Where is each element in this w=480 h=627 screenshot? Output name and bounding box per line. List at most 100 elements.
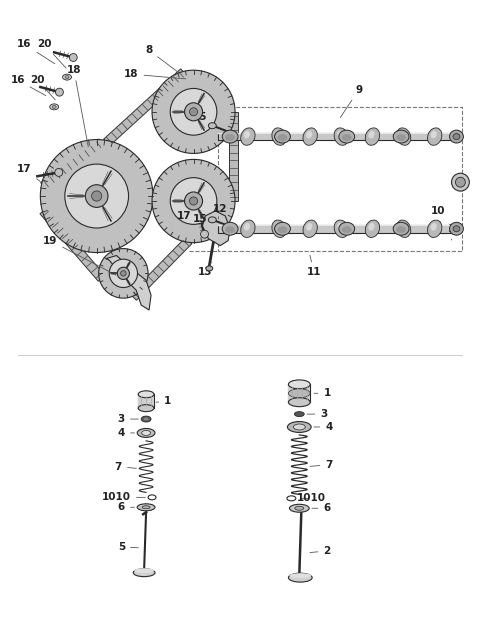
Ellipse shape [339, 223, 355, 235]
Text: 7: 7 [310, 460, 333, 470]
Ellipse shape [396, 128, 411, 145]
Text: 1: 1 [314, 388, 331, 398]
Ellipse shape [342, 226, 352, 233]
Text: 6: 6 [118, 502, 134, 512]
Ellipse shape [52, 105, 56, 108]
Ellipse shape [294, 411, 304, 416]
Bar [218, 225, 453, 233]
Polygon shape [104, 69, 187, 146]
Ellipse shape [396, 134, 406, 141]
Ellipse shape [306, 223, 312, 231]
Bar [218, 107, 462, 251]
Polygon shape [130, 238, 192, 300]
Text: 10: 10 [431, 206, 445, 226]
Ellipse shape [50, 104, 59, 110]
Text: 1010: 1010 [102, 492, 145, 502]
Polygon shape [228, 112, 238, 201]
Text: 9: 9 [340, 85, 362, 117]
Polygon shape [40, 208, 105, 282]
Ellipse shape [334, 220, 348, 238]
Circle shape [69, 53, 77, 61]
Ellipse shape [142, 506, 150, 508]
Ellipse shape [393, 130, 409, 143]
Circle shape [152, 70, 235, 154]
Text: 18: 18 [124, 69, 186, 79]
Ellipse shape [453, 134, 460, 140]
Text: 16: 16 [17, 40, 55, 64]
Circle shape [170, 88, 217, 135]
Ellipse shape [339, 130, 355, 143]
Ellipse shape [241, 128, 255, 145]
Ellipse shape [288, 389, 310, 398]
Ellipse shape [138, 404, 154, 411]
Ellipse shape [275, 131, 281, 139]
Ellipse shape [138, 391, 154, 398]
Ellipse shape [208, 217, 216, 223]
Ellipse shape [275, 223, 281, 231]
Circle shape [184, 103, 203, 121]
Ellipse shape [428, 220, 442, 238]
Ellipse shape [368, 131, 374, 139]
Text: 19: 19 [43, 236, 116, 275]
Text: 1010: 1010 [297, 493, 325, 503]
Ellipse shape [208, 123, 216, 129]
Ellipse shape [288, 421, 311, 433]
Ellipse shape [65, 76, 69, 78]
Text: 14: 14 [448, 224, 463, 240]
Ellipse shape [365, 128, 380, 145]
Ellipse shape [293, 424, 305, 430]
Circle shape [117, 267, 130, 280]
Ellipse shape [272, 128, 286, 145]
Ellipse shape [288, 573, 312, 582]
Text: 17: 17 [17, 164, 40, 181]
Bar [218, 133, 453, 140]
Ellipse shape [222, 130, 238, 143]
Ellipse shape [244, 131, 250, 139]
Ellipse shape [272, 220, 286, 238]
Ellipse shape [277, 134, 288, 141]
Ellipse shape [137, 428, 155, 438]
Ellipse shape [289, 573, 311, 578]
Ellipse shape [289, 504, 309, 512]
Ellipse shape [288, 380, 310, 389]
Circle shape [201, 230, 208, 238]
Polygon shape [41, 139, 104, 190]
Ellipse shape [288, 398, 310, 407]
Text: 17: 17 [176, 211, 203, 222]
Ellipse shape [295, 506, 304, 510]
Ellipse shape [456, 177, 466, 187]
Circle shape [40, 140, 153, 253]
Bar [138, 394, 154, 408]
Ellipse shape [275, 223, 290, 235]
Ellipse shape [452, 173, 469, 191]
Circle shape [99, 248, 148, 298]
Circle shape [190, 108, 198, 116]
Ellipse shape [431, 131, 437, 139]
Text: 15: 15 [193, 112, 216, 126]
Ellipse shape [222, 223, 238, 235]
Text: 3: 3 [118, 414, 138, 424]
Ellipse shape [137, 504, 155, 511]
Polygon shape [203, 211, 230, 246]
Ellipse shape [342, 134, 352, 141]
Ellipse shape [396, 226, 406, 233]
Ellipse shape [334, 128, 348, 145]
Polygon shape [107, 256, 151, 310]
Ellipse shape [450, 130, 463, 143]
Circle shape [170, 177, 217, 224]
Bar [288, 384, 310, 402]
Circle shape [152, 159, 235, 243]
Ellipse shape [134, 568, 154, 573]
Text: 15: 15 [193, 214, 216, 224]
Ellipse shape [365, 220, 380, 238]
Ellipse shape [144, 418, 149, 421]
Circle shape [109, 259, 137, 288]
Ellipse shape [337, 131, 343, 139]
Circle shape [56, 88, 63, 96]
Circle shape [92, 191, 102, 201]
Ellipse shape [275, 130, 290, 143]
Circle shape [65, 164, 129, 228]
Text: 4: 4 [118, 428, 134, 438]
Text: 6: 6 [312, 503, 331, 514]
Text: 12: 12 [213, 204, 228, 219]
